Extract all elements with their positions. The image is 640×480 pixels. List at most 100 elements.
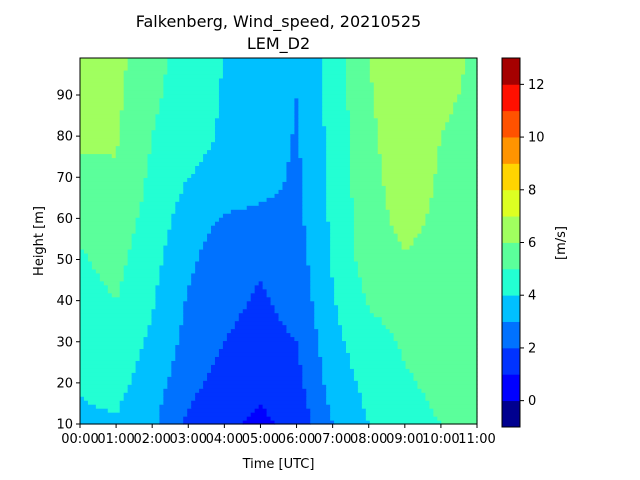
contour-cell (218, 348, 299, 353)
contour-cell (322, 356, 351, 361)
contour-cell (338, 320, 383, 326)
contour-cell (163, 73, 224, 79)
contour-cell (310, 288, 335, 294)
contour-cell (80, 125, 121, 131)
contour-cell (298, 137, 327, 143)
x-tick-label: 00:00 (61, 432, 98, 447)
contour-cell (195, 392, 307, 397)
contour-cell (80, 221, 137, 226)
contour-cell (163, 260, 196, 266)
contour-cell (298, 121, 323, 127)
contour-cell (115, 153, 149, 159)
contour-cell (353, 225, 395, 230)
contour-cell (238, 316, 280, 322)
contour-cell (111, 153, 117, 159)
contour-cell (381, 181, 434, 186)
contour-cell (409, 244, 478, 250)
contour-cell (349, 145, 379, 151)
contour-cell (345, 85, 375, 91)
contour-cell (80, 173, 149, 178)
contour-cell (119, 113, 157, 119)
contour-cell (226, 336, 295, 342)
contour-cell (310, 280, 335, 286)
contour-cell (80, 360, 137, 365)
contour-cell (139, 201, 176, 206)
contour-cell (334, 276, 363, 282)
contour-cell (306, 225, 331, 230)
contour-cell (306, 241, 331, 246)
contour-cell (393, 332, 478, 338)
contour-cell (218, 93, 323, 99)
contour-cell (349, 356, 403, 361)
contour-cell (254, 408, 268, 413)
contour-cell (171, 372, 208, 377)
contour-cell (163, 85, 220, 91)
contour-cell (437, 165, 478, 170)
contour-cell (151, 141, 212, 147)
contour-cell (131, 380, 168, 385)
contour-cell (139, 205, 176, 210)
contour-cell (326, 153, 351, 159)
contour-cell (302, 185, 327, 190)
contour-cell (369, 65, 466, 71)
contour-cell (80, 93, 125, 99)
contour-cell (218, 217, 303, 222)
contour-cell (123, 93, 164, 99)
contour-cell (167, 69, 224, 75)
contour-cell (318, 348, 347, 353)
contour-cell (195, 169, 288, 174)
contour-cell (306, 248, 331, 254)
contour-cell (139, 356, 176, 361)
contour-cell (123, 264, 160, 270)
contour-cell (290, 332, 319, 338)
x-tick-label: 11:00 (458, 432, 495, 447)
contour-cell (80, 145, 117, 151)
contour-cell (107, 408, 121, 413)
contour-cell (80, 233, 133, 238)
contour-cell (127, 388, 164, 393)
contour-cell (326, 141, 351, 147)
contour-cell (250, 412, 268, 417)
contour-cell (135, 364, 172, 369)
contour-cell (151, 312, 184, 318)
x-tick-label: 04:00 (206, 432, 243, 447)
contour-cell (377, 137, 442, 143)
contour-cell (377, 141, 442, 147)
contour-cell (167, 65, 224, 71)
contour-cell (151, 149, 208, 155)
contour-cell (298, 113, 323, 119)
contour-cell (274, 420, 311, 425)
contour-cell (80, 117, 121, 123)
contour-cell (80, 209, 141, 214)
contour-cell (199, 248, 307, 254)
contour-cell (246, 300, 272, 306)
x-tick-label: 10:00 (422, 432, 459, 447)
contour-cell (298, 133, 327, 139)
contour-cell (123, 81, 164, 87)
contour-cell (119, 408, 160, 413)
contour-cell (298, 101, 323, 107)
contour-cell (131, 372, 172, 377)
contour-cell (218, 101, 295, 107)
contour-cell (214, 129, 295, 135)
contour-cell (381, 316, 478, 322)
contour-cell (389, 217, 426, 222)
contour-cell (80, 272, 101, 278)
contour-cell (322, 101, 347, 107)
contour-cell (338, 316, 383, 322)
contour-cell (179, 324, 236, 330)
contour-cell (286, 328, 319, 334)
contour-cell (80, 264, 93, 270)
contour-cell (171, 217, 220, 222)
contour-cell (429, 201, 478, 206)
contour-cell (155, 117, 216, 123)
contour-cell (302, 193, 327, 198)
contour-cell (80, 412, 160, 417)
contour-cell (119, 121, 157, 127)
contour-cell (314, 320, 339, 326)
contour-cell (163, 400, 192, 405)
contour-cell (298, 97, 323, 103)
contour-cell (119, 400, 164, 405)
contour-cell (80, 81, 125, 87)
contour-cell (250, 292, 268, 298)
